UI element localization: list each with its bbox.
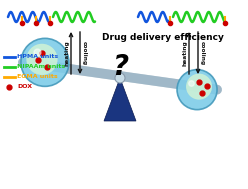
Circle shape — [21, 38, 69, 86]
Text: EGMA units: EGMA units — [17, 74, 58, 80]
Text: ?: ? — [112, 53, 128, 81]
Circle shape — [115, 73, 125, 83]
Text: DOX: DOX — [17, 84, 32, 90]
Text: cooling: cooling — [199, 41, 205, 65]
Circle shape — [177, 70, 217, 110]
Text: NIPAAm units: NIPAAm units — [17, 64, 65, 70]
Text: heating: heating — [183, 40, 187, 66]
Circle shape — [26, 44, 58, 75]
Text: heating: heating — [64, 40, 69, 66]
Text: Drug delivery efficiency: Drug delivery efficiency — [102, 33, 224, 42]
Text: HPMA units: HPMA units — [17, 54, 58, 60]
Text: cooling: cooling — [82, 41, 87, 65]
Polygon shape — [104, 78, 136, 121]
Circle shape — [186, 74, 212, 100]
